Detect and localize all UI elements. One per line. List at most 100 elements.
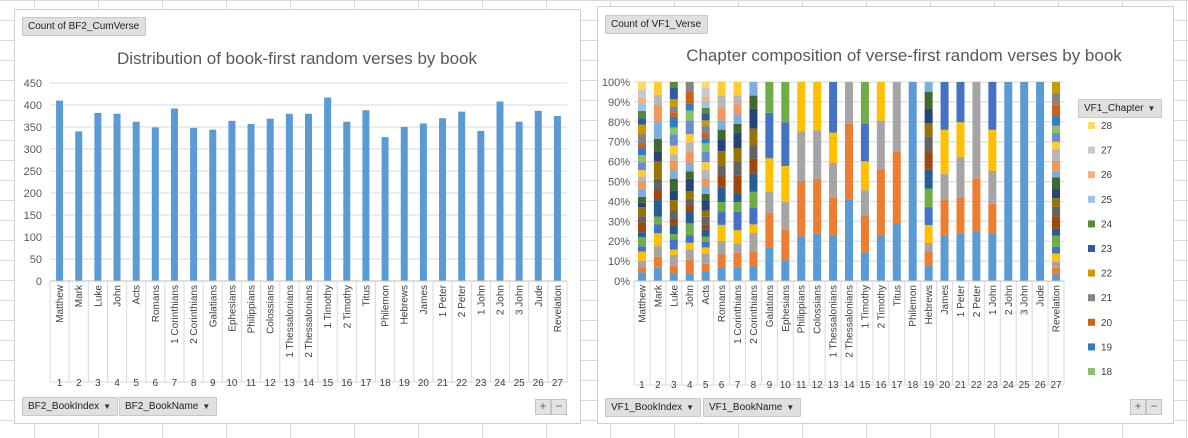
bar-segment xyxy=(733,123,742,133)
bar-segment xyxy=(637,162,646,171)
bar-segment xyxy=(1052,206,1061,217)
axis-field-button-bookindex[interactable]: VF1_BookIndex ▼ xyxy=(605,398,702,417)
legend-field-button[interactable]: VF1_Chapter ▼ xyxy=(1078,99,1163,118)
bar-segment xyxy=(1052,267,1061,275)
bar-segment xyxy=(924,242,933,252)
bar-segment xyxy=(829,197,838,236)
bar-segment xyxy=(1052,188,1061,199)
axis-field-button-bookindex[interactable]: BF2_BookIndex ▼ xyxy=(22,397,119,416)
y-tick-label: 450 xyxy=(24,78,42,90)
bar-segment xyxy=(685,211,694,224)
x-category-label: Galatians xyxy=(765,285,776,327)
x-category-label: 3 John xyxy=(515,285,526,315)
chart-panel-verse-first: Count of VF1_Verse Chapter composition o… xyxy=(597,6,1174,424)
expand-field-button[interactable]: + xyxy=(535,399,551,415)
x-index-label: 4 xyxy=(114,378,120,389)
x-category-label: 1 Timothy xyxy=(860,285,871,328)
collapse-field-button[interactable]: − xyxy=(1146,399,1162,415)
bar xyxy=(419,123,427,281)
x-index-label: 22 xyxy=(456,378,468,389)
x-index-label: 5 xyxy=(703,380,709,391)
bar-segment xyxy=(749,173,758,192)
legend-label: 19 xyxy=(1101,342,1113,353)
collapse-field-button[interactable]: − xyxy=(551,399,567,415)
bar-segment xyxy=(829,132,838,163)
bar-segment xyxy=(669,112,678,118)
verse-first-stacked-chart: Chapter composition of verse-first rando… xyxy=(602,46,1122,391)
x-category-label: Titus xyxy=(892,285,903,306)
bar-segment xyxy=(749,82,758,96)
values-field-label: Count of BF2_CumVerse xyxy=(28,21,140,32)
y-tick-label: 300 xyxy=(24,144,42,156)
bar-segment xyxy=(1052,261,1061,268)
axis-field-button-bookname[interactable]: BF2_BookName ▼ xyxy=(119,397,218,416)
bar xyxy=(285,113,293,281)
bar-segment xyxy=(765,82,774,113)
bar-segment xyxy=(1052,170,1061,178)
expand-field-button[interactable]: + xyxy=(1130,399,1146,415)
x-index-label: 25 xyxy=(1019,380,1031,391)
y-axis: 0 50 100 150 200 250 300 350 400 450 xyxy=(24,78,42,288)
values-field-button[interactable]: Count of VF1_Verse xyxy=(605,15,709,34)
x-category-label: 2 Thessalonians xyxy=(845,285,856,358)
bar-segment xyxy=(685,82,694,92)
bar-segment xyxy=(701,193,710,201)
y-tick-label: 90% xyxy=(608,97,630,109)
bar-segment xyxy=(701,151,710,163)
bar xyxy=(190,127,198,281)
bar-segment xyxy=(685,178,694,192)
bar-segment xyxy=(701,120,710,126)
bar-segment xyxy=(972,178,981,232)
legend-swatch xyxy=(1088,294,1095,302)
axis-field-button-bookname[interactable]: VF1_BookName ▼ xyxy=(703,398,802,417)
y-tick-label: 200 xyxy=(24,188,42,200)
x-category-label: 3 John xyxy=(1020,285,1031,315)
bar-segment xyxy=(860,252,869,281)
bar-segment xyxy=(653,216,662,225)
bar-segment xyxy=(733,82,742,96)
bar-segment xyxy=(940,199,949,236)
bar-segment xyxy=(781,229,790,261)
bar-segment xyxy=(765,158,774,192)
bar-segment xyxy=(669,145,678,155)
bar xyxy=(247,123,255,281)
bar-segment xyxy=(892,82,901,153)
bar-segment xyxy=(813,178,822,234)
legend-label: 27 xyxy=(1101,146,1113,157)
x-index-label: 25 xyxy=(514,378,526,389)
values-field-button[interactable]: Count of BF2_CumVerse xyxy=(22,17,147,36)
bar-segment xyxy=(765,112,774,159)
bar-segment xyxy=(685,120,694,135)
legend-field-label: VF1_Chapter xyxy=(1084,103,1144,114)
bar-segment xyxy=(924,108,933,124)
bar-segment xyxy=(924,188,933,208)
bar-segment xyxy=(1052,177,1061,189)
x-index-label: 1 xyxy=(57,378,63,389)
x-index-label: 18 xyxy=(380,378,392,389)
bar-segment xyxy=(685,191,694,199)
bar-segment xyxy=(845,82,853,124)
bar-segment xyxy=(717,254,726,267)
x-category-label: Matthew xyxy=(637,284,648,323)
bar-segment xyxy=(1020,82,1029,281)
x-category-label: Jude xyxy=(1036,285,1047,307)
bar-segment xyxy=(749,145,758,159)
bar-segment xyxy=(669,200,678,211)
bar-segment xyxy=(876,235,885,281)
bar-segment xyxy=(908,82,917,281)
bar-segment xyxy=(717,129,726,140)
x-category-label: Titus xyxy=(361,285,372,306)
bar-segment xyxy=(717,211,726,225)
x-category-label: Philemon xyxy=(381,285,392,327)
bar-segment xyxy=(701,82,710,88)
legend: 28 27 26 25 24 23 22 21 20 19 18 xyxy=(1088,121,1113,378)
bar-segment xyxy=(749,108,758,129)
legend-swatch xyxy=(1088,269,1095,277)
x-index-label: 10 xyxy=(226,378,238,389)
bar-segment xyxy=(637,216,646,223)
bar-segment xyxy=(860,82,869,124)
x-index-label: 19 xyxy=(399,378,411,389)
bar-segment xyxy=(924,207,933,226)
y-tick-label: 250 xyxy=(24,166,42,178)
bar-segment xyxy=(860,190,869,216)
